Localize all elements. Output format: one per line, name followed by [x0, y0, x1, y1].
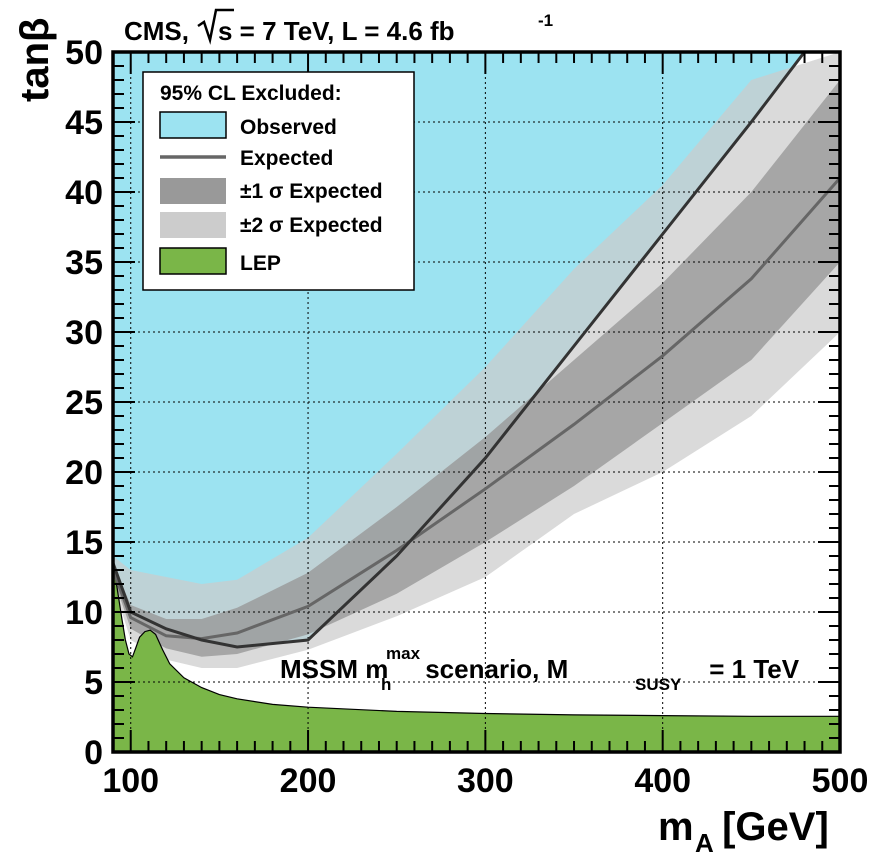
two-sigma-band [113, 52, 840, 668]
annotation-part1-sub: h [381, 675, 391, 694]
legend-swatch-one-sigma [160, 178, 226, 204]
x-axis-title: m A [GeV] [658, 805, 829, 858]
y-tick-label: 50 [65, 34, 103, 72]
y-tick-label: 15 [65, 524, 103, 562]
y-tick-label: 5 [84, 664, 103, 702]
observed-limit-line [113, 52, 806, 649]
lep-excluded-region [113, 562, 840, 752]
y-tick-label: 0 [84, 734, 103, 772]
x-tick-label: 300 [457, 762, 514, 800]
axis-tick-labels: 100 200 300 400 500 0 5 10 15 20 25 30 35 40 45 50 [65, 34, 868, 800]
y-tick-label: 35 [65, 244, 103, 282]
y-tick-label: 40 [65, 174, 103, 212]
annotation-part1: MSSM m [280, 654, 388, 684]
limit-lines [113, 52, 840, 649]
legend-title: 95% CL Excluded: [160, 82, 342, 105]
annotation-part2: scenario, M [418, 654, 568, 684]
x-tick-label: 400 [634, 762, 691, 800]
header-experiment: CMS, [124, 16, 189, 46]
chart-header: CMS, s = 7 TeV, L = 4.6 fb -1 [124, 8, 553, 46]
legend-swatch-observed [159, 111, 227, 139]
x-axis-title-main: m [658, 805, 694, 849]
x-tick-label: 500 [812, 762, 869, 800]
y-tick-label: 20 [65, 454, 103, 492]
x-tick-label: 200 [280, 762, 337, 800]
legend-swatch-lep [159, 247, 227, 275]
scenario-annotation: MSSM m h max scenario, M SUSY = 1 TeV [280, 644, 800, 694]
legend-label-lep: LEP [240, 252, 281, 275]
annotation-part2-sub: SUSY [635, 675, 682, 694]
legend-swatch-two-sigma [160, 212, 226, 238]
x-tick-label: 100 [102, 762, 159, 800]
legend-label-expected: Expected [240, 147, 333, 170]
axis-ticks [112, 51, 841, 753]
y-tick-label: 30 [65, 314, 103, 352]
legend: 95% CL Excluded: Observed Expected ±1 σ … [142, 71, 415, 291]
y-axis-title: tanβ [13, 18, 57, 102]
y-tick-label: 10 [65, 594, 103, 632]
x-axis-title-sub: A [695, 828, 714, 858]
grid-lines [113, 52, 840, 752]
plot-area [113, 52, 840, 752]
header-lumi-exponent: -1 [538, 11, 553, 30]
expected-limit-line [113, 177, 840, 641]
y-tick-label: 45 [65, 104, 103, 142]
header-energy-lumi: s = 7 TeV, L = 4.6 fb [218, 16, 455, 46]
legend-label-two-sigma: ±2 σ Expected [240, 214, 383, 237]
y-tick-label: 25 [65, 384, 103, 422]
x-axis-title-unit: [GeV] [711, 805, 829, 849]
annotation-part3: = 1 TeV [702, 654, 800, 684]
annotation-part1-sup: max [386, 644, 421, 663]
legend-label-one-sigma: ±1 σ Expected [240, 180, 383, 203]
one-sigma-band [113, 80, 840, 657]
sqrt-symbol [197, 8, 234, 45]
legend-label-observed: Observed [240, 116, 337, 139]
